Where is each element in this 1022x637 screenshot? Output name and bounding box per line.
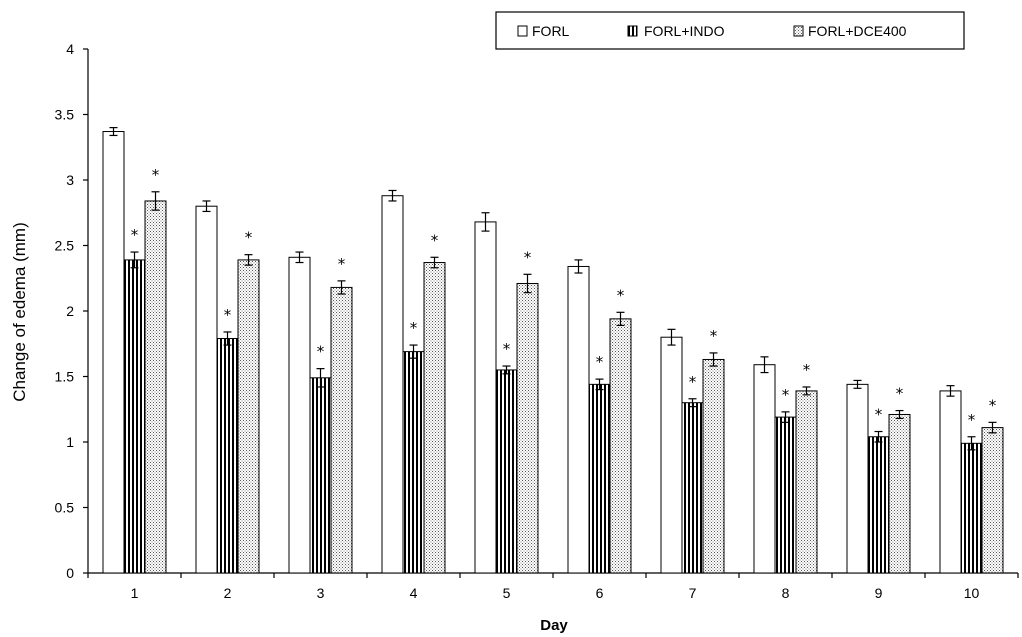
x-tick-label: 3 [317,585,325,601]
significance-marker: * [410,319,418,337]
significance-marker: * [803,361,811,379]
bars-layer: * * * * * * * * * * * * * * * * * * * * [102,126,1004,574]
significance-marker: * [689,373,697,391]
bar-dots-day-1 [144,200,167,574]
bar-dots-day-5 [516,282,539,574]
y-tick-label: 0 [66,565,74,581]
bar-vertical-stripes-day-10 [960,442,983,574]
bar-dots-day-9 [888,413,911,574]
significance-marker: * [896,385,904,403]
bar-dots-day-4 [423,262,446,574]
bar-vertical-stripes-day-1 [123,259,146,574]
significance-marker: * [989,396,997,414]
bar-vertical-stripes-day-2 [216,338,239,574]
significance-marker: * [245,229,253,247]
bar-vertical-stripes-day-5 [495,369,518,574]
significance-marker: * [338,255,346,273]
bar-empty-day-4 [381,195,404,574]
x-tick-label: 1 [131,585,139,601]
legend-label-forl: FORL [532,23,570,39]
bar-dots-day-2 [237,259,260,574]
bar-empty-day-10 [939,390,962,574]
significance-marker: * [224,306,232,324]
legend-label-forl-dce400: FORL+DCE400 [808,23,907,39]
y-tick-label: 0.5 [55,500,75,516]
bar-empty-day-9 [846,383,869,574]
x-tick-label: 5 [503,585,511,601]
significance-marker: * [710,327,718,345]
legend-swatch-forl-dce400 [793,25,804,37]
y-tick-label: 4 [66,41,74,57]
x-tick-label: 8 [782,585,790,601]
significance-marker: * [617,286,625,304]
y-tick-label: 1.5 [55,369,75,385]
bar-vertical-stripes-day-4 [402,351,425,574]
bar-empty-day-1 [102,131,125,574]
bar-empty-day-2 [195,205,218,574]
x-tick-label: 7 [689,585,697,601]
x-axis-title: Day [540,617,568,634]
bar-empty-day-8 [753,364,776,574]
x-tick-label: 2 [224,585,232,601]
legend-swatch-forl-indo [627,25,638,37]
y-tick-label: 1 [66,434,74,450]
legend-label-forl-indo: FORL+INDO [644,23,725,39]
x-tick-label: 9 [875,585,883,601]
bar-dots-day-6 [609,318,632,574]
x-tick-label: 10 [964,585,980,601]
y-axis: 0 0.5 1 1.5 2 2.5 3 3.5 4 [55,41,89,581]
x-tick-label: 4 [410,585,418,601]
significance-marker: * [152,166,160,184]
bar-empty-day-3 [288,256,311,574]
significance-marker: * [968,411,976,429]
legend: FORL FORL+INDO FORL+DCE400 [495,11,965,50]
bar-vertical-stripes-day-3 [309,377,332,574]
bar-dots-day-10 [981,427,1004,574]
bar-dots-day-8 [795,390,818,574]
y-tick-label: 3.5 [55,107,75,123]
y-axis-title: Change of edema (mm) [10,222,29,402]
x-axis: 1 2 3 4 5 6 7 8 9 10 [87,572,1019,601]
significance-marker: * [596,353,604,371]
bar-empty-day-5 [474,221,497,574]
bar-empty-day-7 [660,336,683,574]
significance-marker: * [431,231,439,249]
y-tick-label: 2.5 [55,238,75,254]
legend-swatch-forl [517,25,528,37]
x-tick-label: 6 [596,585,604,601]
significance-marker: * [524,248,532,266]
significance-marker: * [317,343,325,361]
bar-vertical-stripes-day-8 [774,416,797,574]
bar-vertical-stripes-day-9 [867,436,890,574]
significance-marker: * [875,406,883,424]
legend-frame [495,11,965,50]
bar-empty-day-6 [567,265,590,574]
significance-marker: * [782,386,790,404]
bar-dots-day-7 [702,358,725,574]
bar-vertical-stripes-day-7 [681,402,704,574]
significance-marker: * [131,226,139,244]
bar-dots-day-3 [330,286,353,574]
y-tick-label: 2 [66,303,74,319]
y-tick-label: 3 [66,172,74,188]
significance-marker: * [503,340,511,358]
bar-vertical-stripes-day-6 [588,383,611,574]
